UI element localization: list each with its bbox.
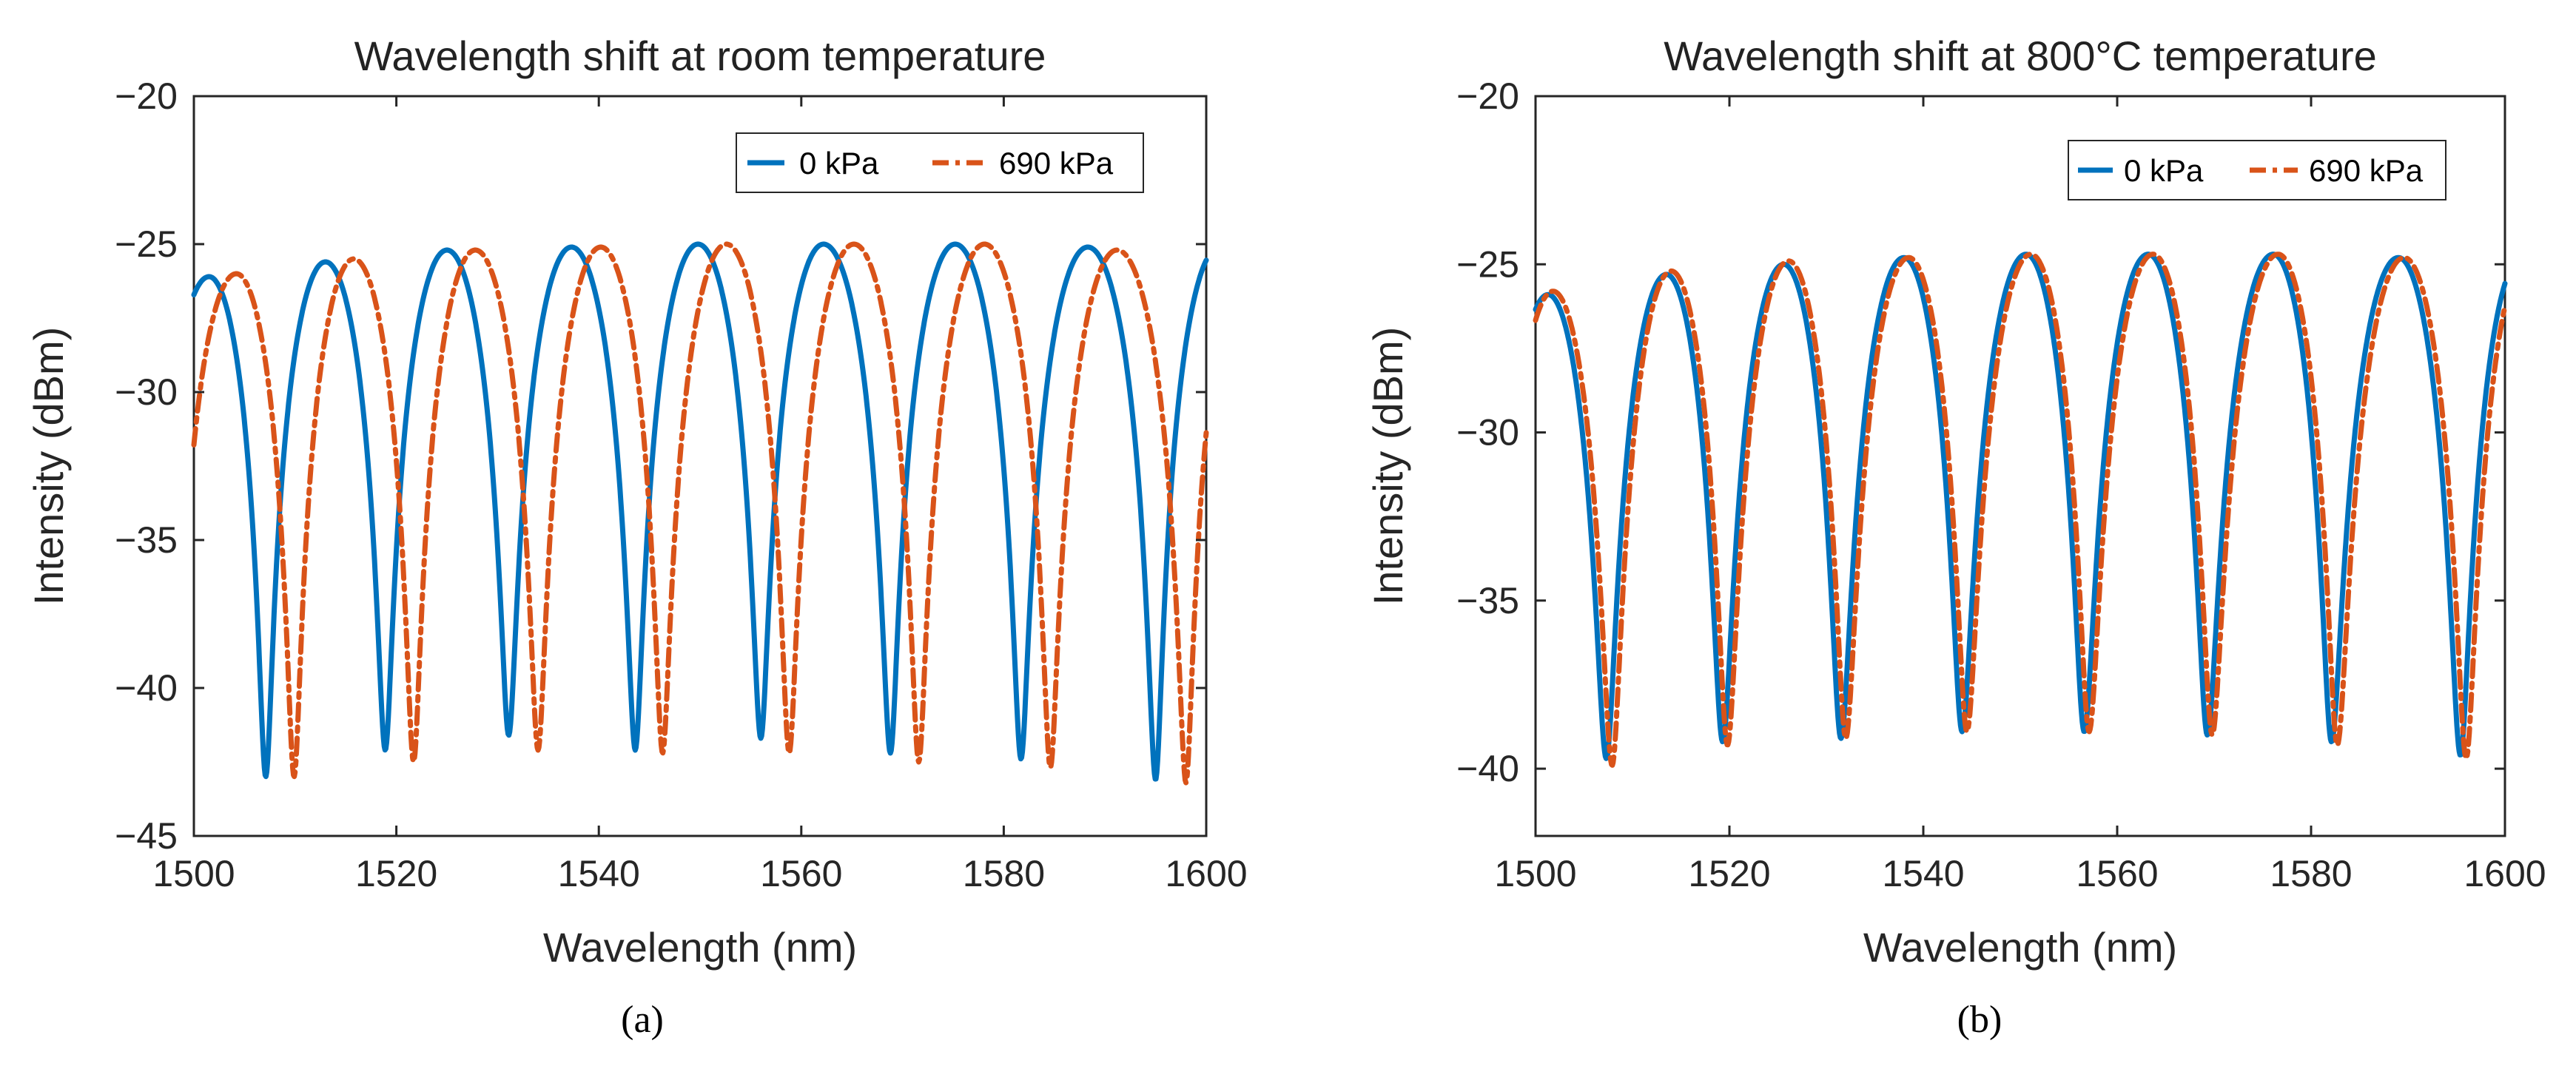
panel-b-x-axis: 1500 1520 1540 1560 1580 1600 — [1494, 96, 2546, 894]
panel-a-title: Wavelength shift at room temperature — [354, 33, 1046, 79]
y-tick-label: −25 — [115, 223, 178, 265]
panel-a-x-axis: 1500 1520 1540 1560 1580 1600 — [152, 96, 1248, 894]
x-tick-label: 1520 — [355, 853, 437, 894]
y-tick-label: −25 — [1456, 243, 1519, 285]
panel-a-caption: (a) — [621, 999, 664, 1041]
panel-a-legend-label-0kPa: 0 kPa — [799, 146, 879, 181]
x-tick-label: 1560 — [760, 853, 842, 894]
panel-a-series-0kPa — [191, 241, 1209, 782]
panel-b-legend-label-0kPa: 0 kPa — [2124, 153, 2204, 188]
y-tick-label: −20 — [1456, 75, 1519, 117]
y-tick-label: −40 — [1456, 748, 1519, 789]
y-tick-label: −40 — [115, 667, 178, 709]
y-tick-label: −45 — [115, 815, 178, 857]
y-tick-label: −30 — [115, 371, 178, 413]
panel-b-y-label: Intensity (dBm) — [1365, 327, 1411, 606]
x-tick-label: 1560 — [2076, 853, 2158, 894]
panel-b-series-690kPa — [1533, 252, 2508, 768]
panel-a-legend-label-690kPa: 690 kPa — [999, 146, 1114, 181]
x-tick-label: 1600 — [2464, 853, 2546, 894]
y-tick-label: −20 — [115, 75, 178, 117]
y-tick-label: −35 — [1456, 580, 1519, 621]
x-tick-label: 1540 — [1882, 853, 1964, 894]
panel-b-series-0kPa — [1533, 252, 2508, 761]
series-line-690-kpa — [1533, 252, 2508, 768]
x-tick-label: 1500 — [1494, 853, 1576, 894]
x-tick-label: 1580 — [963, 853, 1045, 894]
panel-b-title: Wavelength shift at 800°C temperature — [1664, 33, 2376, 79]
panel-b-legend-label-690kPa: 690 kPa — [2309, 153, 2424, 188]
y-tick-label: −30 — [1456, 412, 1519, 453]
panel-a: Wavelength shift at room temperature 150… — [25, 33, 1248, 1041]
x-tick-label: 1580 — [2270, 853, 2352, 894]
panel-b: Wavelength shift at 800°C temperature 15… — [1365, 33, 2546, 1041]
panel-b-caption: (b) — [1957, 999, 2002, 1041]
panel-a-series-690kPa — [191, 241, 1209, 786]
x-tick-label: 1540 — [558, 853, 640, 894]
panel-a-y-axis: −45 −40 −35 −30 −25 −20 — [115, 75, 1206, 857]
panel-a-y-label: Intensity (dBm) — [25, 327, 72, 606]
y-tick-label: −35 — [115, 519, 178, 561]
panel-a-x-label: Wavelength (nm) — [543, 924, 857, 971]
series-line-0-kpa — [191, 241, 1209, 782]
x-tick-label: 1500 — [152, 853, 235, 894]
series-line-0-kpa — [1533, 252, 2508, 761]
panel-b-legend: 0 kPa 690 kPa — [2068, 140, 2446, 200]
panel-a-legend: 0 kPa 690 kPa — [736, 132, 1144, 193]
panel-b-x-label: Wavelength (nm) — [1863, 924, 2177, 971]
x-tick-label: 1520 — [1688, 853, 1770, 894]
panel-b-y-axis: −40 −35 −30 −25 −20 — [1456, 75, 2505, 789]
panel-b-plot-area — [1534, 95, 2506, 837]
x-tick-label: 1600 — [1165, 853, 1247, 894]
series-line-690-kpa — [191, 241, 1209, 786]
